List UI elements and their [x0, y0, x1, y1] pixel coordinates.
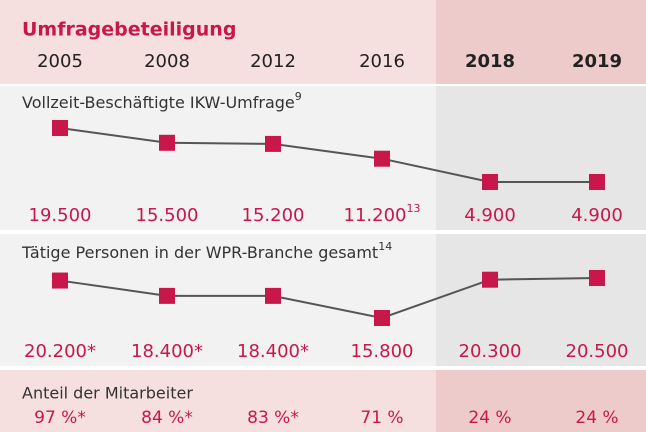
row-value: 24 %	[468, 408, 511, 428]
series-name: Vollzeit-Beschäftigte IKW-Umfrage	[22, 93, 295, 112]
value-text: 18.400*	[237, 341, 309, 362]
value-text: 15.500	[136, 205, 199, 226]
x-tick-label: 2019	[572, 51, 622, 72]
series-line	[59, 127, 597, 183]
series-line	[59, 277, 598, 320]
value-label: 11.20013	[344, 202, 421, 226]
value-text: 4.900	[464, 205, 516, 226]
chart-title: Umfragebeteiligung	[22, 19, 236, 41]
row-value: 24 %	[575, 408, 618, 428]
series-name: Tätige Personen in der WPR-Branche gesam…	[21, 243, 378, 262]
value-label: 4.900	[571, 205, 623, 226]
value-label: 4.900	[464, 205, 516, 226]
marker	[52, 120, 68, 136]
row-bg-highlight	[436, 370, 646, 432]
value-label: 15.200	[242, 205, 305, 226]
row-label: Anteil der Mitarbeiter	[22, 384, 193, 403]
marker	[374, 310, 390, 326]
row-value: 83 %*	[247, 408, 299, 428]
panel-bg-highlight	[436, 234, 646, 366]
marker	[482, 174, 498, 190]
value-label: 18.400*	[131, 341, 203, 362]
value-label: 20.200*	[24, 341, 96, 362]
value-label: 18.400*	[237, 341, 309, 362]
x-tick-label: 2016	[359, 51, 405, 72]
value-note: 13	[406, 202, 420, 215]
header-bg-highlight	[436, 0, 646, 84]
value-text: 11.200	[344, 205, 407, 226]
value-text: 20.200*	[24, 341, 96, 362]
marker	[159, 134, 175, 151]
series-label: Tätige Personen in der WPR-Branche gesam…	[21, 240, 392, 262]
panel-bg-highlight	[436, 86, 646, 230]
x-tick-label: 2012	[250, 51, 296, 72]
value-label: 15.800	[351, 341, 414, 362]
marker	[52, 272, 68, 289]
row-value: 97 %*	[34, 408, 86, 428]
marker	[159, 287, 175, 304]
value-text: 18.400*	[131, 341, 203, 362]
value-label: 19.500	[29, 205, 92, 226]
value-label: 20.500	[566, 341, 629, 362]
marker	[374, 150, 390, 167]
row-value: 84 %*	[141, 408, 193, 428]
marker	[589, 174, 605, 190]
marker	[265, 287, 281, 304]
x-tick-label: 2005	[37, 51, 83, 72]
value-text: 19.500	[29, 205, 92, 226]
series-note: 14	[378, 240, 392, 253]
value-text: 4.900	[571, 205, 623, 226]
value-text: 20.300	[459, 341, 522, 362]
value-label: 15.500	[136, 205, 199, 226]
x-tick-label: 2008	[144, 51, 190, 72]
marker	[482, 271, 498, 288]
row-value: 71 %	[360, 408, 403, 428]
value-text: 15.200	[242, 205, 305, 226]
series-label: Vollzeit-Beschäftigte IKW-Umfrage9	[22, 90, 302, 112]
marker	[589, 270, 605, 286]
series-note: 9	[295, 90, 302, 103]
value-text: 15.800	[351, 341, 414, 362]
x-tick-label: 2018	[465, 51, 515, 72]
value-text: 20.500	[566, 341, 629, 362]
value-label: 20.300	[459, 341, 522, 362]
marker	[265, 135, 281, 152]
